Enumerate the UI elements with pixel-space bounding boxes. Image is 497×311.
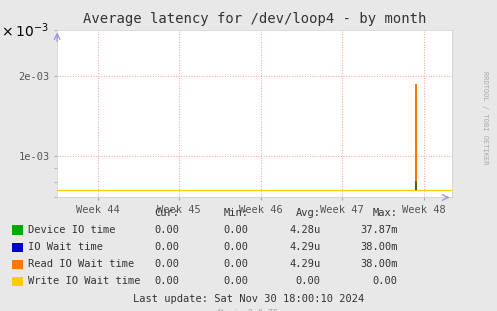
Text: 4.28u: 4.28u <box>289 225 321 235</box>
Text: 38.00m: 38.00m <box>360 259 398 269</box>
Text: 0.00: 0.00 <box>224 259 248 269</box>
Text: 4.29u: 4.29u <box>289 242 321 252</box>
Text: 38.00m: 38.00m <box>360 242 398 252</box>
Text: IO Wait time: IO Wait time <box>28 242 103 252</box>
Text: Max:: Max: <box>373 208 398 218</box>
Text: Read IO Wait time: Read IO Wait time <box>28 259 135 269</box>
Text: 4.29u: 4.29u <box>289 259 321 269</box>
Text: 0.00: 0.00 <box>224 276 248 286</box>
Text: Munin 2.0.75: Munin 2.0.75 <box>219 309 278 311</box>
Text: Cur:: Cur: <box>154 208 179 218</box>
Text: Write IO Wait time: Write IO Wait time <box>28 276 141 286</box>
Text: Last update: Sat Nov 30 18:00:10 2024: Last update: Sat Nov 30 18:00:10 2024 <box>133 294 364 304</box>
Text: 37.87m: 37.87m <box>360 225 398 235</box>
Text: Min:: Min: <box>224 208 248 218</box>
Text: Device IO time: Device IO time <box>28 225 116 235</box>
Text: 0.00: 0.00 <box>154 276 179 286</box>
Text: 0.00: 0.00 <box>154 242 179 252</box>
Text: 0.00: 0.00 <box>373 276 398 286</box>
Text: 0.00: 0.00 <box>154 225 179 235</box>
Text: 0.00: 0.00 <box>296 276 321 286</box>
Title: Average latency for /dev/loop4 - by month: Average latency for /dev/loop4 - by mont… <box>83 12 426 26</box>
Text: 0.00: 0.00 <box>224 225 248 235</box>
Text: 0.00: 0.00 <box>224 242 248 252</box>
Text: 0.00: 0.00 <box>154 259 179 269</box>
Text: RRDTOOL / TOBI OETIKER: RRDTOOL / TOBI OETIKER <box>482 72 488 165</box>
Text: Avg:: Avg: <box>296 208 321 218</box>
